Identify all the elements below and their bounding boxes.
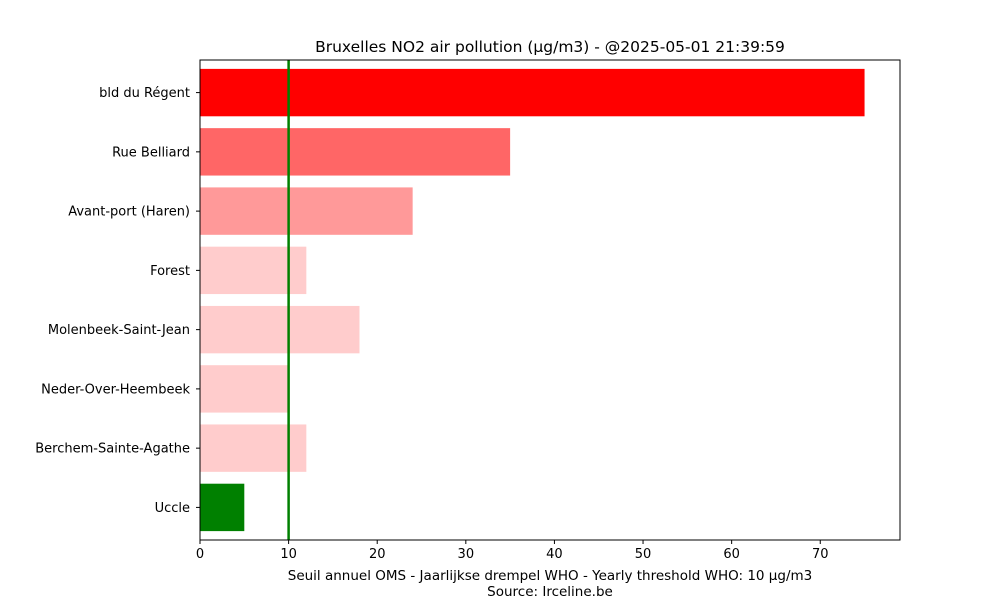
y-tick-label-0: bld du Régent [99, 86, 190, 101]
x-tick-label-0: 0 [196, 547, 204, 562]
plot-area: bld du Régent Rue Belliard Avant-port (Har… [35, 59, 901, 562]
y-tick-label-3: Forest [150, 264, 190, 279]
x-tick-label-1: 10 [280, 547, 297, 562]
x-tick-label-7: 70 [812, 547, 829, 562]
bar-1 [200, 128, 511, 176]
x-tick-label-3: 30 [458, 547, 475, 562]
bar-0 [200, 68, 865, 117]
y-tick-label-1: Rue Belliard [112, 145, 190, 160]
bar-2 [200, 187, 413, 235]
x-axis-label: Seuil annuel OMS - Jaarlijkse drempel WH… [288, 568, 813, 584]
y-tick-label-5: Neder-Over-Heembeek [41, 382, 190, 397]
axes-frame [199, 59, 901, 541]
source-label: Source: Irceline.be [487, 584, 613, 600]
y-tick-label-7: Uccle [155, 501, 190, 516]
y-tick-label-4: Molenbeek-Saint-Jean [48, 323, 190, 338]
x-tick-label-4: 40 [546, 547, 563, 562]
bar-6 [200, 424, 307, 472]
x-tick-label-2: 20 [369, 547, 386, 562]
bar-5 [200, 365, 289, 413]
bar-7 [200, 483, 245, 532]
chart-title: Bruxelles NO2 air pollution (µg/m3) - @2… [315, 38, 785, 56]
x-tick-label-5: 50 [635, 547, 652, 562]
y-tick-label-2: Avant-port (Haren) [68, 205, 190, 220]
bar-3 [200, 246, 307, 295]
x-tick-label-6: 60 [723, 547, 740, 562]
bar-4 [200, 305, 360, 354]
y-tick-label-6: Berchem-Sainte-Agathe [35, 442, 190, 457]
